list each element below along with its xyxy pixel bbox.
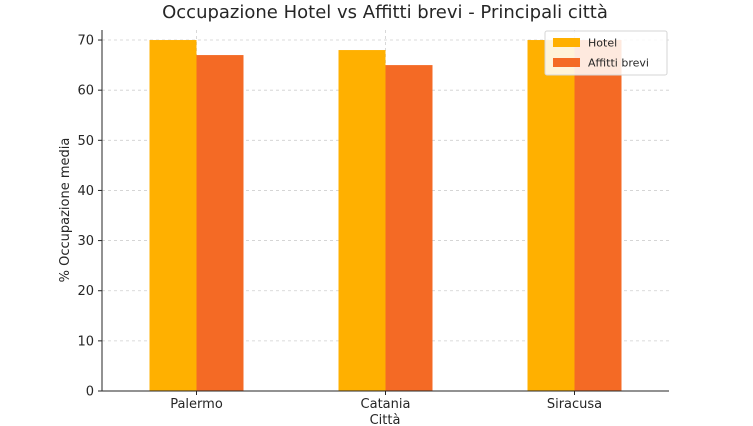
chart-title: Occupazione Hotel vs Affitti brevi - Pri… xyxy=(162,2,608,23)
legend-swatch xyxy=(553,38,580,47)
x-ticks: Palermo Catania Siracusa xyxy=(170,391,602,412)
bar-hotel-catania xyxy=(338,50,386,392)
legend-swatch xyxy=(553,58,580,67)
legend-label: Affitti brevi xyxy=(588,57,649,70)
bar-affitti-brevi-palermo xyxy=(196,55,244,391)
bar-hotel-siracusa xyxy=(527,40,575,392)
x-tick-label: Palermo xyxy=(170,397,223,412)
y-tick-label: 70 xyxy=(77,34,94,49)
y-axis-label: % Occupazione media xyxy=(58,138,73,283)
y-tick-label: 20 xyxy=(77,284,94,299)
y-ticks: 0 10 20 30 40 50 60 70 xyxy=(77,34,102,400)
y-tick-label: 60 xyxy=(77,84,94,99)
bar-affitti-brevi-catania xyxy=(385,65,433,391)
y-tick-label: 50 xyxy=(77,134,94,149)
y-tick-label: 10 xyxy=(77,334,94,349)
legend: Hotel Affitti brevi xyxy=(544,30,668,76)
x-axis-label: Città xyxy=(370,413,401,426)
y-tick-label: 30 xyxy=(77,234,94,249)
x-tick-label: Siracusa xyxy=(547,397,602,412)
legend-label: Hotel xyxy=(588,37,617,50)
bars xyxy=(149,40,622,392)
bar-affitti-brevi-siracusa xyxy=(574,40,622,392)
y-tick-label: 40 xyxy=(77,184,94,199)
bar-hotel-palermo xyxy=(149,40,197,392)
x-tick-label: Catania xyxy=(361,397,411,412)
y-tick-label: 0 xyxy=(86,385,94,400)
